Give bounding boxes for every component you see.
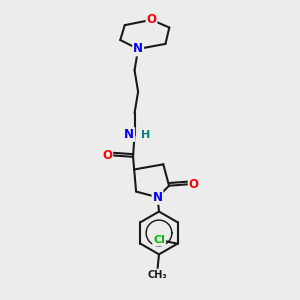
Text: CH₃: CH₃ bbox=[148, 270, 167, 280]
Text: O: O bbox=[146, 13, 157, 26]
Text: N: N bbox=[152, 191, 163, 204]
Text: O: O bbox=[102, 149, 112, 162]
Text: N: N bbox=[133, 42, 143, 56]
Text: Cl: Cl bbox=[153, 235, 165, 245]
Text: H: H bbox=[141, 130, 151, 140]
Text: O: O bbox=[189, 178, 199, 191]
Text: N: N bbox=[124, 128, 134, 141]
